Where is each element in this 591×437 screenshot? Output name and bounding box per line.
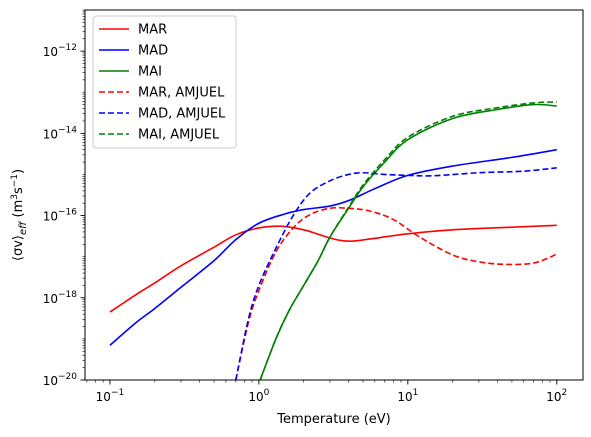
series-line-mad [109,148,557,346]
x-tick-label: 101 [397,388,418,404]
legend-label: MAI, AMJUEL [138,128,220,143]
legend-label: MAR, AMJUEL [138,86,225,101]
legend-label: MAD, AMJUEL [138,107,226,122]
series-line-mar [109,224,557,313]
legend: MAR MAD MAI MAR, AMJUEL MAD, AMJUEL MAI, AMJU… [92,15,237,149]
x-tick-label: 102 [546,388,567,404]
series-line-mad-amjuel [235,167,557,380]
x-axis-label: Temperature (eV) [276,412,391,427]
legend-label: MAD [138,44,168,59]
y-tick-label: 10−12 [43,43,77,59]
x-tick-label: 10−1 [96,388,125,404]
legend-label: MAI [138,65,162,80]
plot-frame [84,9,584,381]
y-tick-label: 10−16 [43,208,78,224]
plot-area [109,101,558,380]
y-tick-label: 10−14 [43,125,78,141]
legend-box [92,15,237,149]
y-tick-label: 10−18 [43,290,78,306]
legend-label: MAR [138,23,167,38]
series-line-mai [259,103,557,380]
y-axis-label: ⟨σv⟩eff (m3s−1) [10,169,29,261]
series-line-mar-amjuel [235,206,558,380]
y-tick-label: 10−20 [43,372,78,388]
series-line-mai-amjuel [259,101,557,380]
x-tick-label: 100 [248,388,269,404]
axes: 10−1 100 101 102 10−20 10−18 10−16 10−14 10−12 [43,9,584,404]
